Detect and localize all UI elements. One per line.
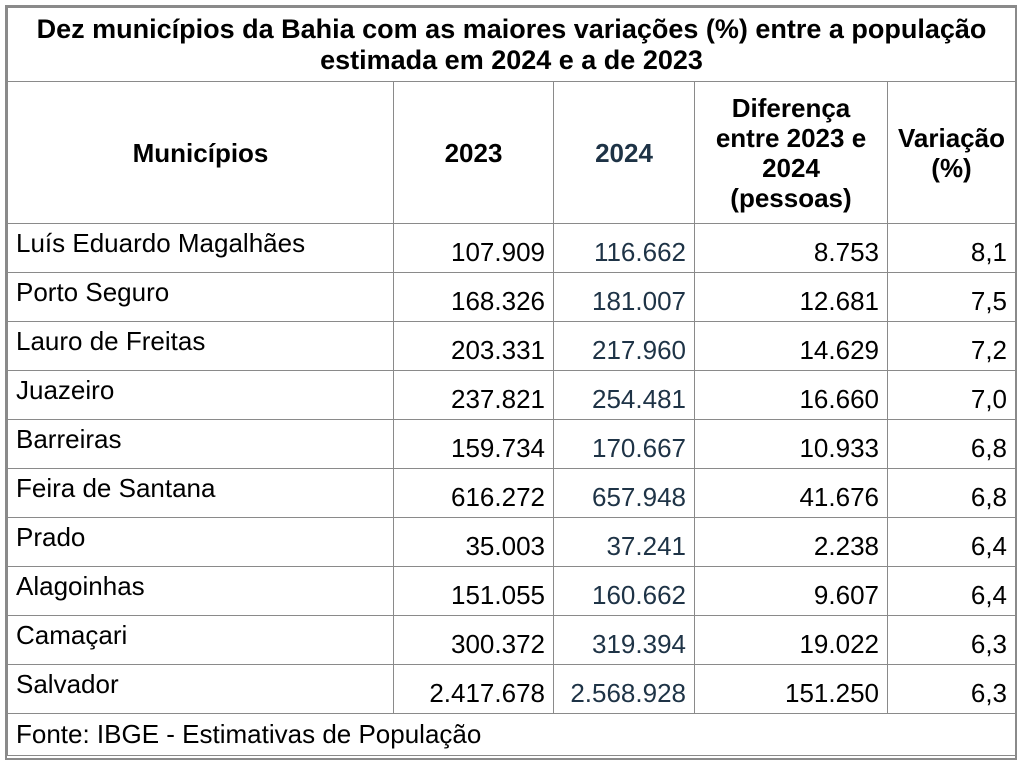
source-note: Fonte: IBGE - Estimativas de População xyxy=(6,713,1017,756)
cell-diferenca: 16.660 xyxy=(694,370,888,420)
cell-variacao: 6,3 xyxy=(886,664,1017,714)
header-diferenca: Diferença entre 2023 e 2024 (pessoas) xyxy=(694,81,888,224)
table-frame: Dez municípios da Bahia com as maiores v… xyxy=(5,5,1017,760)
table-title: Dez municípios da Bahia com as maiores v… xyxy=(6,7,1017,82)
cell-2023: 159.734 xyxy=(393,419,554,469)
cell-variacao: 8,1 xyxy=(886,223,1017,273)
cell-2024: 2.568.928 xyxy=(553,664,695,714)
cell-municipio: Lauro de Freitas xyxy=(7,321,394,371)
cell-diferenca: 41.676 xyxy=(694,468,888,518)
table-row: Luís Eduardo Magalhães 107.909 116.662 8.75… xyxy=(7,223,1017,273)
cell-2023: 151.055 xyxy=(393,566,554,616)
cell-variacao: 6,3 xyxy=(886,615,1017,665)
cell-municipio: Luís Eduardo Magalhães xyxy=(7,223,394,273)
cell-2023: 300.372 xyxy=(393,615,554,665)
cell-diferenca: 10.933 xyxy=(694,419,888,469)
cell-variacao: 7,2 xyxy=(886,321,1017,371)
cell-2023: 237.821 xyxy=(393,370,554,420)
cell-2024: 37.241 xyxy=(553,517,695,567)
cell-municipio: Barreiras xyxy=(7,419,394,469)
cell-2023: 203.331 xyxy=(393,321,554,371)
cell-variacao: 6,8 xyxy=(886,419,1017,469)
cell-2023: 35.003 xyxy=(393,517,554,567)
table-row: Barreiras 159.734 170.667 10.933 6,8 xyxy=(7,419,1017,469)
table-row: Porto Seguro 168.326 181.007 12.681 7,5 xyxy=(7,272,1017,322)
cell-diferenca: 151.250 xyxy=(694,664,888,714)
cell-2024: 217.960 xyxy=(553,321,695,371)
cell-2024: 170.667 xyxy=(553,419,695,469)
header-2024: 2024 xyxy=(553,81,695,224)
cell-variacao: 7,0 xyxy=(886,370,1017,420)
cell-2023: 616.272 xyxy=(393,468,554,518)
table-row: Alagoinhas 151.055 160.662 9.607 6,4 xyxy=(7,566,1017,616)
cell-municipio: Prado xyxy=(7,517,394,567)
table-row: Feira de Santana 616.272 657.948 41.676 6,8 xyxy=(7,468,1017,518)
table-row: Prado 35.003 37.241 2.238 6,4 xyxy=(7,517,1017,567)
cell-variacao: 6,8 xyxy=(886,468,1017,518)
cell-variacao: 6,4 xyxy=(886,566,1017,616)
cell-diferenca: 2.238 xyxy=(694,517,888,567)
cell-diferenca: 9.607 xyxy=(694,566,888,616)
cell-2023: 2.417.678 xyxy=(393,664,554,714)
cell-diferenca: 8.753 xyxy=(694,223,888,273)
cell-2024: 657.948 xyxy=(553,468,695,518)
cell-diferenca: 14.629 xyxy=(694,321,888,371)
cell-2023: 107.909 xyxy=(393,223,554,273)
cell-municipio: Feira de Santana xyxy=(7,468,394,518)
cell-2024: 181.007 xyxy=(553,272,695,322)
header-row: Municípios 2023 2024 Diferença entre 202… xyxy=(7,81,1017,224)
header-variacao: Variação (%) xyxy=(886,81,1017,224)
table-row: Lauro de Freitas 203.331 217.960 14.629 7,2 xyxy=(7,321,1017,371)
cell-diferenca: 12.681 xyxy=(694,272,888,322)
cell-municipio: Alagoinhas xyxy=(7,566,394,616)
cell-2024: 160.662 xyxy=(553,566,695,616)
header-2023: 2023 xyxy=(393,81,554,224)
cell-2024: 116.662 xyxy=(553,223,695,273)
cell-municipio: Porto Seguro xyxy=(7,272,394,322)
table-row: Salvador 2.417.678 2.568.928 151.250 6,3 xyxy=(7,664,1017,714)
cell-variacao: 6,4 xyxy=(886,517,1017,567)
cell-2024: 319.394 xyxy=(553,615,695,665)
cell-variacao: 7,5 xyxy=(886,272,1017,322)
header-municipios: Municípios xyxy=(7,81,394,224)
table-row: Camaçari 300.372 319.394 19.022 6,3 xyxy=(7,615,1017,665)
cell-diferenca: 19.022 xyxy=(694,615,888,665)
table-row: Juazeiro 237.821 254.481 16.660 7,0 xyxy=(7,370,1017,420)
population-table: Dez municípios da Bahia com as maiores v… xyxy=(6,7,1017,756)
cell-2024: 254.481 xyxy=(553,370,695,420)
cell-municipio: Juazeiro xyxy=(7,370,394,420)
cell-municipio: Salvador xyxy=(7,664,394,714)
cell-2023: 168.326 xyxy=(393,272,554,322)
cell-municipio: Camaçari xyxy=(7,615,394,665)
